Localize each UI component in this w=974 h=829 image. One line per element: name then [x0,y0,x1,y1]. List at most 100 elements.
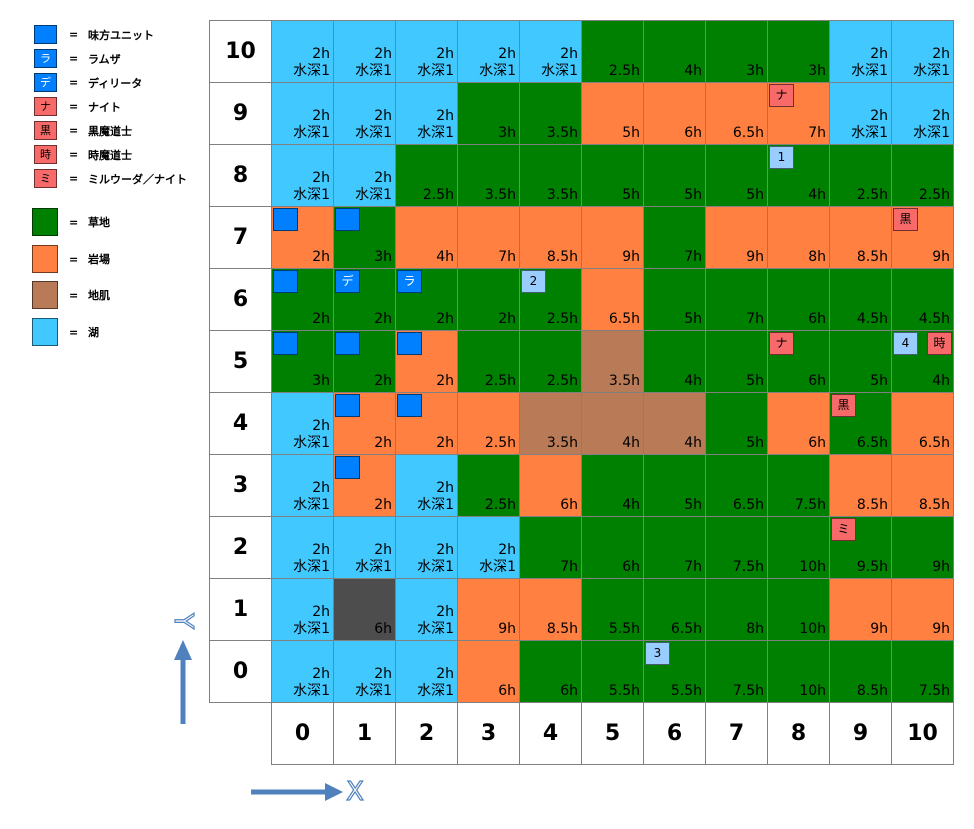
map-cell: 6h ナ [767,330,830,393]
water-depth: 水深1 [851,63,888,79]
map-cell: 2h 水深1 [333,82,396,145]
movement-cost: 2h [870,46,888,62]
movement-cost: 10h [799,621,826,637]
map-cell: 6h [333,578,396,641]
map-cell: 6h [457,640,520,703]
movement-cost: 2h [436,480,454,496]
map-cell: 8.5h [519,578,582,641]
movement-cost: 9h [932,621,950,637]
movement-cost: 9.5h [856,559,888,575]
movement-cost: 2h [436,46,454,62]
map-cell: 4h [581,454,644,517]
map-cell: 2h 水深1 [395,640,458,703]
movement-cost: 3h [808,63,826,79]
legend-label: ミルウーダ／ナイト [88,172,187,186]
movement-cost: 7.5h [732,683,764,699]
movement-cost: 8.5h [546,249,578,265]
map-cell: 5h [705,144,768,207]
movement-cost: 2h [312,604,330,620]
arrow-head [325,783,343,801]
map-cell: 4h [581,392,644,455]
movement-cost: 2.5h [856,187,888,203]
legend-unit-entry: 時 = 時魔道士 [34,145,132,164]
legend-label: 岩場 [88,253,110,266]
movement-cost: 6.5h [608,311,640,327]
row-label-y: 0 [209,640,272,703]
legend-terrain-entry: = 草地 [32,208,110,236]
movement-cost: 6h [808,311,826,327]
movement-cost: 2.5h [546,373,578,389]
water-depth: 水深1 [417,497,454,513]
movement-cost: 4h [932,373,950,389]
arrow-shaft [180,658,186,724]
legend-label: 草地 [88,216,110,229]
water-depth: 水深1 [355,125,392,141]
movement-cost: 7h [684,249,702,265]
water-depth: 水深1 [293,187,330,203]
water-depth: 水深1 [417,621,454,637]
movement-cost: 2h [560,46,578,62]
water-depth: 水深1 [293,63,330,79]
map-cell: 2h 水深1 [395,82,458,145]
unit-token [335,208,360,231]
map-cell: 7.5h [891,640,954,703]
legend-label: 味方ユニット [88,28,154,42]
map-cell: 4h 4 時 [891,330,954,393]
map-cell: 10h [767,516,830,579]
map-cell: 2h [271,206,334,269]
unit-token: 2 [521,270,546,293]
column-label-x: 2 [395,702,458,765]
map-cell: 2h ラ [395,268,458,331]
map-cell: 2.5h [581,20,644,83]
map-cell: 6.5h [581,268,644,331]
movement-cost: 2h [870,108,888,124]
water-depth: 水深1 [293,683,330,699]
map-cell: 7.5h [705,640,768,703]
map-cell: 10h [767,578,830,641]
map-cell: 6.5h [705,454,768,517]
map-cell: 5h [705,330,768,393]
movement-cost: 8.5h [856,249,888,265]
water-depth: 水深1 [293,497,330,513]
unit-token-icon: ナ [34,97,57,116]
movement-cost: 2.5h [484,373,516,389]
unit-token-icon: デ [34,73,57,92]
water-depth: 水深1 [479,63,516,79]
unit-token [335,456,360,479]
map-cell: 6h [767,392,830,455]
movement-cost: 9h [932,559,950,575]
map-cell: 9h [829,578,892,641]
map-cell: 2h 水深1 [271,20,334,83]
map-cell: 9h [891,578,954,641]
map-cell: 8.5h [519,206,582,269]
map-cell: 2h 水深1 [271,82,334,145]
equals-sign: = [69,124,79,137]
movement-cost: 2h [374,435,392,451]
map-cell: 6.5h [643,578,706,641]
movement-cost: 7.5h [918,683,950,699]
movement-cost: 2.5h [546,311,578,327]
map-cell: 5h [643,144,706,207]
movement-cost: 2h [436,542,454,558]
movement-cost: 2h [312,249,330,265]
movement-cost: 2h [312,666,330,682]
map-cell: 9.5h ミ [829,516,892,579]
water-depth: 水深1 [355,63,392,79]
column-label-x: 4 [519,702,582,765]
movement-cost: 2h [374,46,392,62]
unit-token: 黒 [831,394,856,417]
movement-cost: 10h [799,683,826,699]
movement-cost: 4h [808,187,826,203]
map-cell: 5h [705,392,768,455]
map-cell: 9h [705,206,768,269]
map-cell: 3.5h [519,144,582,207]
legend-unit-entry: = 味方ユニット [34,25,154,44]
movement-cost: 2h [436,604,454,620]
movement-cost: 6h [684,125,702,141]
movement-cost: 5h [622,187,640,203]
map-cell: 3h [705,20,768,83]
movement-cost: 6h [498,683,516,699]
movement-cost: 5.5h [608,621,640,637]
movement-cost: 4h [684,435,702,451]
movement-cost: 5h [746,373,764,389]
